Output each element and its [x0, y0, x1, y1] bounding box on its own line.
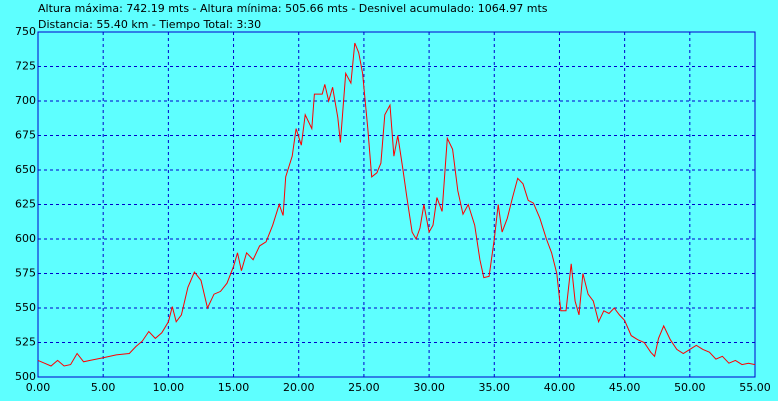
x-tick-label: 25.00 [348, 381, 380, 394]
x-tick-label: 40.00 [544, 381, 576, 394]
y-tick-label: 750 [15, 25, 36, 38]
y-tick-label: 600 [15, 232, 36, 245]
y-tick-label: 575 [15, 267, 36, 280]
x-tick-label: 55.00 [739, 381, 771, 394]
y-tick-label: 525 [15, 336, 36, 349]
y-tick-label: 725 [15, 60, 36, 73]
elevation-line [37, 42, 756, 367]
x-tick-label: 50.00 [674, 381, 706, 394]
chart-subtitle: Distancia: 55.40 km - Tiempo Total: 3:30 [38, 18, 261, 31]
x-tick-label: 35.00 [479, 381, 511, 394]
x-tick-label: 10.00 [153, 381, 185, 394]
y-tick-label: 500 [15, 370, 36, 383]
y-tick-label: 700 [15, 94, 36, 107]
plot-border [37, 31, 756, 378]
x-tick-label: 45.00 [609, 381, 641, 394]
y-tick-label: 550 [15, 301, 36, 314]
x-tick-label: 30.00 [413, 381, 445, 394]
x-tick-label: 15.00 [218, 381, 250, 394]
chart-title: Altura máxima: 742.19 mts - Altura mínim… [38, 2, 548, 15]
x-tick-label: 5.00 [91, 381, 116, 394]
y-tick-label: 675 [15, 129, 36, 142]
x-tick-label: 0.00 [26, 381, 51, 394]
x-tick-label: 20.00 [283, 381, 315, 394]
y-tick-label: 625 [15, 198, 36, 211]
y-tick-label: 650 [15, 163, 36, 176]
